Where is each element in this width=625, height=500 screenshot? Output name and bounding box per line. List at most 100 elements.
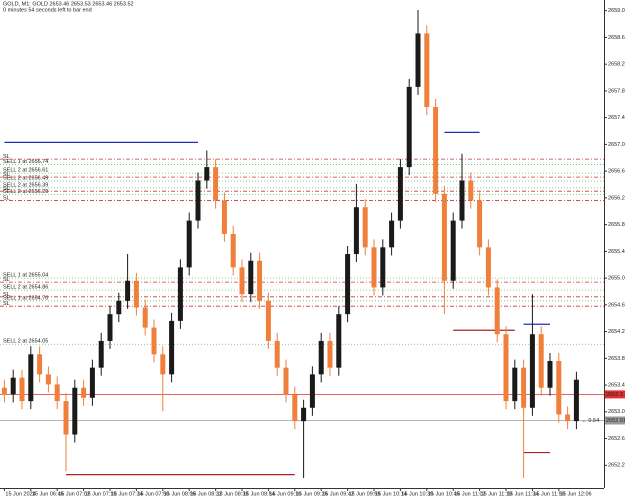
candle-body [213,167,219,201]
candle-body [10,377,16,395]
candle-body [28,354,34,402]
x-tick-label: 15 Jun 09:26 [296,491,328,497]
candle-body [72,387,78,435]
order-label: SELL 1 at 2655.04 [3,273,48,279]
candle-body [512,367,518,402]
y-tick-label: 2657.44 [608,115,625,121]
candle-body [107,314,113,341]
candle-body [45,374,51,385]
candle-body [177,267,183,321]
candle-body [494,287,500,335]
y-tick-label: 2653.44 [608,383,625,389]
candle-body [327,340,333,368]
candle-body [248,260,254,295]
x-tick-label: 15 Jun 11:34 [507,491,538,497]
order-label: SELL 1 at 2656.74 [3,159,48,165]
candle-body [459,180,465,221]
x-tick-label: 15 Jun 09:10 [269,491,301,497]
candle-body [406,86,412,168]
candle-body [424,33,430,107]
candle-body [415,33,421,87]
candle-body [89,367,95,398]
y-tick-label: 2653.04 [608,409,625,415]
order-label: SELL 2 at 2656.29 [3,189,48,195]
candle-body [380,247,386,288]
candle-body [239,267,245,295]
y-tick-label: 2653.84 [608,356,625,362]
candle-body [125,280,131,301]
candle-body [230,233,236,268]
x-tick-label: 15 Jun 07:50 [137,491,169,497]
y-tick-label: 2655.44 [608,249,625,255]
candle-body [169,320,175,375]
x-tick-label: 15 Jun 10:46 [428,491,460,497]
candle-body [450,220,456,281]
candle-body [116,300,122,315]
price-tag-label: 2653.3 [606,392,623,398]
y-tick-label: 2656.24 [608,195,625,201]
candle-body [345,254,351,315]
stop-label: SL [3,196,10,202]
candle-body [477,200,483,248]
candle-body [538,334,544,388]
x-tick-label: 15 Jun 10:30 [401,491,433,497]
candle-body [265,300,271,341]
x-tick-label: 15 Jun 06:46 [32,491,64,497]
order-label: SELL 2 at 2656.61 [3,168,48,174]
candle-body [283,367,289,395]
candle-body [195,180,201,221]
x-tick-label: 15 Jun 08:22 [190,491,222,497]
candle-body [565,414,571,422]
order-label: SELL 2 at 2656.49 [3,176,48,182]
candle-body [485,247,491,288]
order-label: SELL 2 at 2654.86 [3,285,48,291]
candle-body [81,387,87,398]
stop-label: SL [3,292,10,298]
x-tick-label: 15 Jun 11:50 [533,491,564,497]
annotation: ← 0.54 [581,418,599,424]
candle-body [98,340,104,368]
stop-label: SL [3,154,10,160]
candle-body [160,354,166,375]
candle-body [433,106,439,194]
y-tick-label: 2654.24 [608,329,625,335]
candle-body [274,340,280,368]
x-tick-label: 15 Jun 08:06 [164,491,196,497]
candle-body [292,394,298,422]
x-tick-label: 15 Jun 08:54 [243,491,275,497]
y-tick-label: 2658.24 [608,62,625,68]
stop-label: SL [3,277,10,283]
stop-label: SL [3,186,10,192]
x-tick-label: 15 Jun 07:18 [85,491,117,497]
y-tick-label: 2657.84 [608,88,625,94]
x-tick-label: 15 Jun 10:14 [375,491,407,497]
x-tick-label: 15 Jun 09:58 [349,491,381,497]
candle-body [362,207,368,248]
y-tick-label: 2655.04 [608,276,625,282]
candle-body [397,167,403,221]
chart-title: GOLD, M1: GOLD 2653.46 2653.53 2653.46 2… [3,1,134,7]
candle-body [353,207,359,255]
y-tick-label: 2654.64 [608,302,625,308]
x-tick-label: 15 Jun 09:42 [322,491,354,497]
candle-body [257,260,263,301]
candle-body [186,220,192,268]
candle-body [63,401,69,435]
candle-body [556,360,562,415]
chart-subtitle: 0 minutes 54 seconds left to bar end [3,7,92,13]
candle-body [468,180,474,201]
price-tag [605,416,625,425]
price-tag-label: 2652.91 [606,418,625,424]
x-tick-label: 15 Jun 2024 [5,491,35,497]
y-tick-label: 2652.64 [608,436,625,442]
candle-body [301,407,307,422]
candle-body [151,327,157,355]
candle-body [19,377,25,402]
x-tick-label: 15 Jun 07:34 [111,491,143,497]
candle-body [1,387,7,395]
candle-body [318,340,324,375]
candle-body [371,247,377,288]
stop-label: SL [3,172,10,178]
